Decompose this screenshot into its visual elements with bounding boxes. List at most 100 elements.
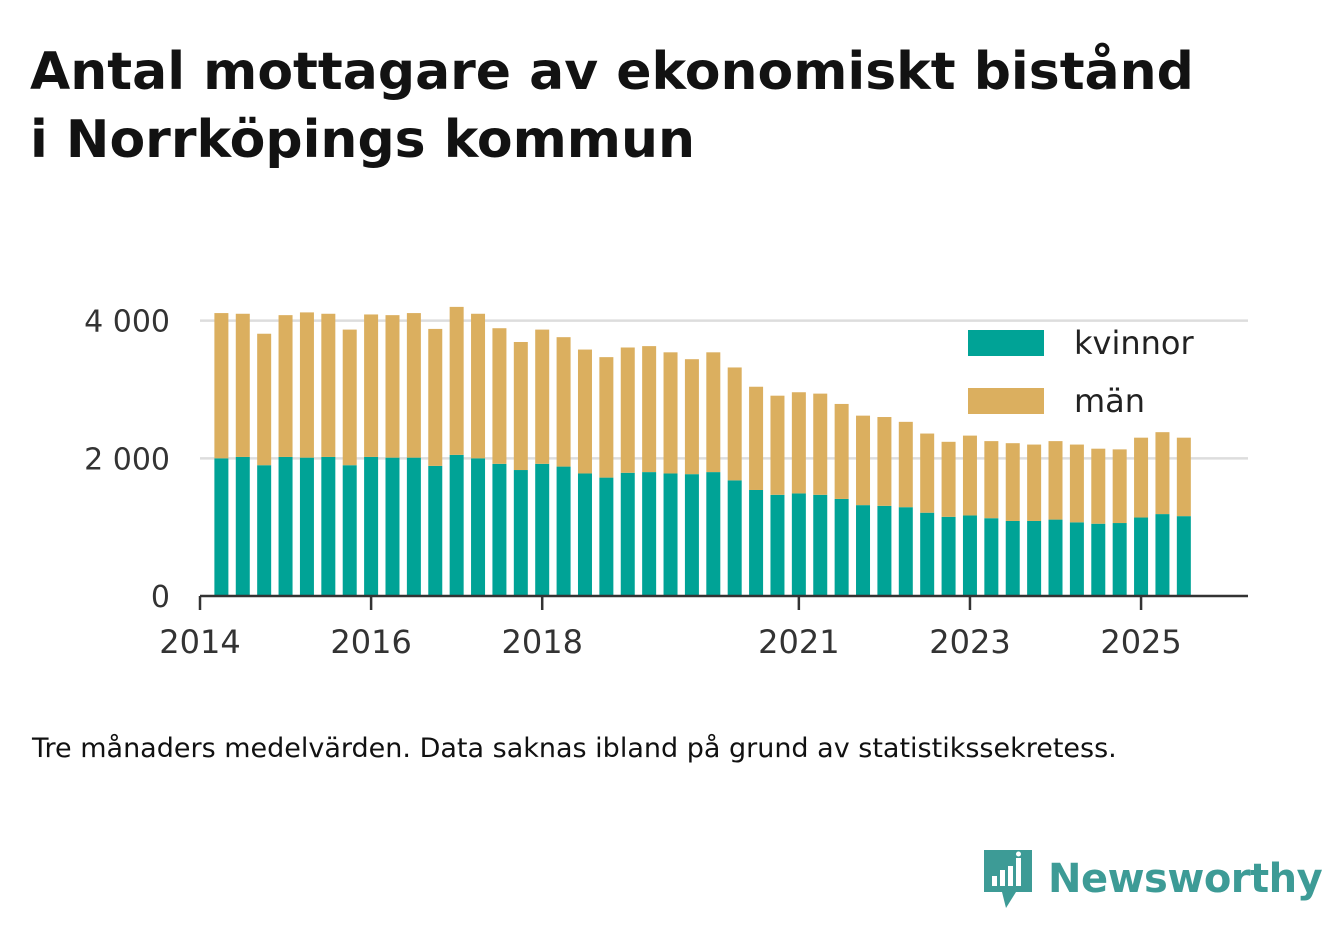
bar-man <box>1134 437 1149 518</box>
bar-kvinnor <box>1069 522 1084 596</box>
bar-kvinnor <box>214 458 229 596</box>
bar-man <box>1155 432 1170 515</box>
bar-man <box>749 386 764 490</box>
footnote: Tre månaders medelvärden. Data saknas ib… <box>32 733 1117 764</box>
bar-kvinnor <box>257 465 272 596</box>
bar-man <box>449 306 464 455</box>
bar-kvinnor <box>1134 517 1149 596</box>
legend: kvinnor män <box>968 324 1195 420</box>
bar-man <box>834 403 849 499</box>
bar-kvinnor <box>1155 514 1170 596</box>
bar-man <box>406 313 421 458</box>
bar-man <box>877 417 892 506</box>
bar-kvinnor <box>299 457 314 596</box>
bar-man <box>385 315 400 458</box>
legend-swatch <box>968 330 1044 356</box>
x-tick-label: 2018 <box>501 623 582 661</box>
bar-kvinnor <box>1091 523 1106 596</box>
bar-man <box>535 329 550 464</box>
bar-kvinnor <box>813 494 828 596</box>
y-tick-label: 2 000 <box>84 442 170 477</box>
bar-kvinnor <box>1005 520 1020 596</box>
bar-kvinnor <box>1176 516 1191 596</box>
bar-man <box>471 313 486 459</box>
bar-kvinnor <box>385 457 400 596</box>
x-tick-label: 2016 <box>330 623 411 661</box>
bar-man <box>642 346 657 473</box>
bars-group <box>214 306 1191 596</box>
bar-kvinnor <box>642 472 657 596</box>
bar-man <box>791 392 806 494</box>
bar-kvinnor <box>513 470 528 596</box>
bar-man <box>620 347 635 473</box>
bar-man <box>321 313 336 457</box>
bar-kvinnor <box>684 474 699 596</box>
bar-man <box>1176 437 1191 517</box>
bar-man <box>770 395 785 495</box>
bar-man <box>663 352 678 474</box>
y-tick-label: 0 <box>151 580 170 615</box>
legend-label: kvinnor <box>1074 324 1195 362</box>
bar-man <box>1112 449 1127 524</box>
axes-group: 0 2 000 4 000 2014 2016 2018 2021 2023 2025 <box>84 305 1248 661</box>
bar-man <box>984 441 999 519</box>
bar-kvinnor <box>920 512 935 596</box>
bar-man <box>941 441 956 517</box>
bar-kvinnor <box>749 489 764 596</box>
bar-man <box>962 435 977 516</box>
chart-title: Antal mottagare av ekonomiskt bistånd i … <box>30 42 1194 170</box>
bar-kvinnor <box>791 493 806 596</box>
bar-kvinnor <box>1048 519 1063 596</box>
bar-man <box>299 312 314 458</box>
bar-man <box>599 357 614 478</box>
bar-man <box>813 393 828 495</box>
bar-man <box>577 349 592 474</box>
bar-man <box>513 341 528 471</box>
bar-kvinnor <box>428 465 443 596</box>
bar-kvinnor <box>449 454 464 596</box>
bar-man <box>257 333 272 466</box>
bar-man <box>1027 444 1042 521</box>
bar-man <box>342 329 357 466</box>
bar-kvinnor <box>321 456 336 596</box>
bar-kvinnor <box>577 473 592 596</box>
x-tick-label: 2021 <box>758 623 839 661</box>
bar-kvinnor <box>492 463 507 596</box>
bar-kvinnor <box>1027 520 1042 596</box>
bar-kvinnor <box>535 463 550 596</box>
newsworthy-logo-icon <box>984 850 1032 908</box>
bar-man <box>364 314 379 457</box>
bar-man <box>920 433 935 513</box>
x-tick-label: 2025 <box>1100 623 1181 661</box>
bar-kvinnor <box>706 472 721 596</box>
bar-man <box>556 337 571 467</box>
bar-kvinnor <box>1112 523 1127 596</box>
bar-man <box>856 415 871 506</box>
legend-label: män <box>1074 382 1145 420</box>
stacked-bar-chart: 0 2 000 4 000 2014 2016 2018 2021 2023 2025 kvin… <box>84 305 1248 661</box>
legend-swatch <box>968 388 1044 414</box>
bar-man <box>898 421 913 508</box>
bar-man <box>706 352 721 473</box>
bar-kvinnor <box>727 480 742 596</box>
x-tick-label: 2023 <box>929 623 1010 661</box>
bar-kvinnor <box>278 456 293 596</box>
bar-kvinnor <box>941 516 956 596</box>
bar-man <box>684 359 699 475</box>
bar-man <box>428 328 443 466</box>
bar-kvinnor <box>984 518 999 596</box>
bar-kvinnor <box>556 466 571 596</box>
bar-man <box>727 367 742 481</box>
bar-kvinnor <box>364 456 379 596</box>
bar-man <box>278 315 293 457</box>
bar-man <box>1069 444 1084 523</box>
bar-kvinnor <box>834 498 849 596</box>
bar-kvinnor <box>342 465 357 596</box>
brand-name: Newsworthy <box>1048 856 1322 902</box>
bar-kvinnor <box>856 505 871 596</box>
newsworthy-brand[interactable]: Newsworthy <box>980 846 1322 912</box>
bar-kvinnor <box>620 472 635 596</box>
y-tick-label: 4 000 <box>84 305 170 340</box>
bar-kvinnor <box>877 505 892 596</box>
bar-man <box>235 313 250 457</box>
